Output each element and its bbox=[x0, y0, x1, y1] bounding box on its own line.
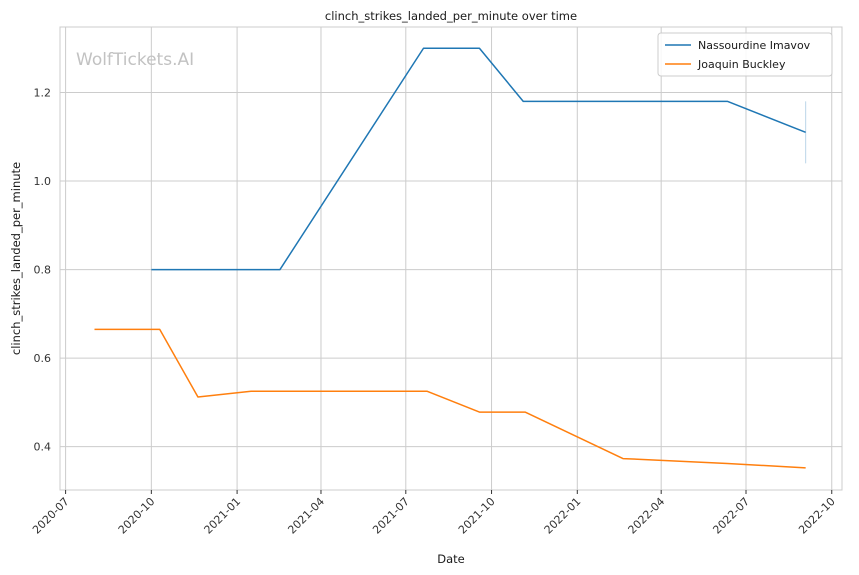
x-tick-label: 2021-10 bbox=[456, 495, 498, 537]
x-tick-label: 2021-01 bbox=[202, 495, 244, 537]
legend-label: Nassourdine Imavov bbox=[698, 39, 811, 52]
y-tick-label: 0.4 bbox=[34, 441, 52, 454]
series-layer bbox=[94, 47, 807, 469]
series-line-1 bbox=[94, 328, 806, 469]
x-tick-label: 2022-01 bbox=[542, 495, 584, 537]
y-tick-label: 0.6 bbox=[34, 352, 52, 365]
y-axis-title: clinch_strikes_landed_per_minute bbox=[9, 162, 23, 355]
x-tick-label: 2021-07 bbox=[370, 495, 412, 537]
legend-label: Joaquin Buckley bbox=[697, 58, 786, 71]
x-tick-label: 2022-10 bbox=[796, 495, 838, 537]
legend-box bbox=[657, 32, 833, 77]
x-tick-labels: 2020-07 2020-10 2021-01 2021-04 2021-07 2021-… bbox=[30, 490, 838, 537]
y-tick-label: 1.2 bbox=[34, 87, 52, 100]
x-tick-label: 2021-04 bbox=[285, 495, 327, 537]
legend: Nassourdine Imavov Joaquin Buckley bbox=[657, 32, 833, 77]
grid-lines bbox=[60, 27, 842, 490]
x-tick-label: 2020-10 bbox=[116, 495, 158, 537]
chart-title: clinch_strikes_landed_per_minute over ti… bbox=[325, 9, 577, 23]
series-line-0 bbox=[151, 47, 806, 271]
y-tick-labels: 0.4 0.6 0.8 1.0 1.2 bbox=[34, 87, 52, 454]
x-axis-title: Date bbox=[437, 552, 465, 566]
x-tick-label: 2020-07 bbox=[30, 495, 72, 537]
x-tick-label: 2022-07 bbox=[710, 495, 752, 537]
y-tick-label: 1.0 bbox=[34, 175, 52, 188]
plot-area-frame bbox=[59, 26, 843, 491]
watermark-text: WolfTickets.AI bbox=[76, 50, 194, 70]
y-tick-label: 0.8 bbox=[34, 264, 52, 277]
x-tick-label: 2022-04 bbox=[626, 495, 668, 537]
